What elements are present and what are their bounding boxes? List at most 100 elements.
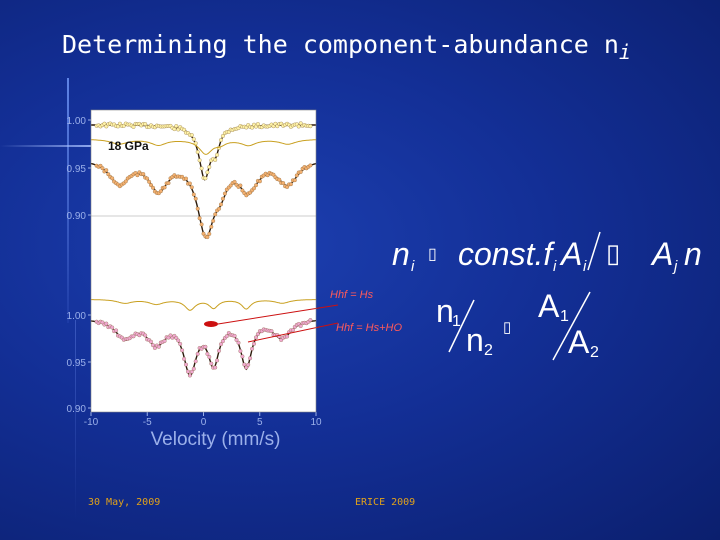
points-140k-marker [285, 185, 290, 189]
points-140k-marker [110, 176, 115, 181]
temperature-label-7k: 7K [264, 361, 282, 377]
points-7k-marker [203, 344, 208, 349]
points-140k-marker [123, 179, 128, 184]
points-7k-marker [246, 362, 251, 367]
points-7k-marker [187, 373, 192, 378]
slide-title-subscript: i [618, 40, 631, 64]
points-295k-marker [172, 127, 177, 132]
points-140k-marker [222, 191, 227, 196]
eq1-const-f: const.f [458, 236, 553, 272]
points-140k-marker [100, 166, 105, 171]
eq1-A: A [561, 236, 583, 272]
component-curve [91, 299, 316, 311]
points-295k-marker [197, 158, 202, 163]
points-7k-marker [149, 339, 153, 344]
points-140k-marker [141, 172, 146, 177]
eq1-proportional-icon: ▯ [428, 246, 437, 263]
eq1-n: n [392, 236, 410, 272]
points-295k-marker [131, 124, 136, 129]
plot-area-background [91, 110, 316, 412]
points-7k-marker [255, 332, 260, 337]
eq2-n2-sub: 2 [484, 342, 493, 359]
y-tick-label: 0.95 [67, 358, 87, 369]
points-295k-marker [213, 157, 218, 162]
annotation-line-2 [247, 322, 339, 343]
points-295k-marker [308, 124, 313, 129]
points-7k-marker [114, 328, 119, 333]
points-7k-marker [232, 333, 237, 338]
points-7k-marker [207, 354, 212, 359]
y-tick-label: 1.00 [67, 311, 87, 322]
eq1-f-sub: i [553, 258, 557, 275]
points-140k-marker [145, 176, 150, 181]
points-140k-marker [298, 170, 303, 174]
hhf-label-1: Hhf = Hs [330, 289, 374, 301]
x-tick-label: 10 [310, 417, 322, 428]
points-140k-marker [217, 206, 221, 211]
eq1-sum-icon: ▯ [606, 238, 621, 268]
points-140k-marker [166, 181, 171, 186]
points-7k-marker [209, 361, 214, 366]
component-marker-dot [204, 321, 218, 327]
points-7k-marker [242, 362, 247, 367]
points-7k-marker [236, 340, 241, 345]
eq2-A2: A [568, 324, 590, 360]
points-7k-marker [308, 318, 313, 323]
y-tick-label: 0.90 [67, 404, 87, 415]
y-tick-label: 0.90 [67, 211, 87, 222]
points-7k-marker [104, 321, 109, 326]
eq2-A2-sub: 2 [590, 344, 599, 361]
points-7k-marker [220, 339, 225, 344]
points-7k-marker [215, 358, 220, 363]
points-140k-marker [277, 177, 282, 182]
eq2-n1-sub: 1 [452, 313, 461, 330]
points-295k-marker [195, 150, 200, 154]
points-295k-marker [116, 124, 120, 129]
temperature-label-140k: 140 K [260, 267, 297, 283]
slide-title-text: Determining the component-abundance n [62, 30, 619, 59]
points-140k-marker [292, 178, 297, 183]
decor-horizontal-line [0, 145, 110, 147]
points-295k-marker [143, 122, 148, 127]
points-140k-marker [294, 173, 299, 178]
points-140k-marker [288, 182, 293, 187]
points-7k-marker [217, 348, 221, 353]
points-295k-marker [191, 137, 196, 142]
points-140k-marker [240, 188, 245, 193]
points-140k-marker [106, 172, 111, 177]
points-140k-marker [191, 192, 196, 197]
points-7k-marker [234, 337, 239, 342]
points-140k-marker [209, 224, 214, 229]
x-tick-label: 0 [201, 417, 207, 428]
eq1-n-tail: n [684, 236, 702, 272]
points-7k-marker [205, 351, 210, 356]
points-7k-marker [182, 356, 187, 361]
y-axis-garbled-label: n(Ex) [99, 229, 115, 262]
eq1-Aj-sub: j [674, 258, 678, 275]
pressure-label: 18 GPa [108, 139, 149, 153]
points-7k-marker [238, 349, 243, 354]
points-140k-marker [158, 189, 163, 194]
points-295k-marker [220, 134, 225, 138]
points-7k-marker [156, 344, 161, 349]
points-140k-marker [211, 218, 216, 223]
points-7k-marker [178, 341, 183, 346]
points-295k-marker [205, 170, 210, 175]
annotation-line-1 [217, 304, 339, 325]
eq1-n-sub: i [411, 258, 415, 275]
points-295k-marker [250, 125, 255, 130]
slide-title: Determining the component-abundance ni [62, 30, 631, 64]
points-140k-marker [201, 231, 206, 236]
points-140k-marker [207, 231, 212, 236]
points-7k-marker [176, 338, 181, 343]
temperature-label-295k: 295 K [254, 149, 291, 165]
points-140k-marker [219, 202, 223, 207]
points-140k-marker [199, 222, 204, 227]
points-140k-marker [162, 185, 167, 190]
points-7k-marker [240, 354, 245, 359]
eq2-proportional-icon: ▯ [503, 319, 512, 336]
x-tick-label: -5 [143, 417, 152, 428]
points-140k-marker [308, 163, 313, 168]
points-7k-marker [269, 329, 274, 334]
points-140k-marker [195, 206, 200, 211]
